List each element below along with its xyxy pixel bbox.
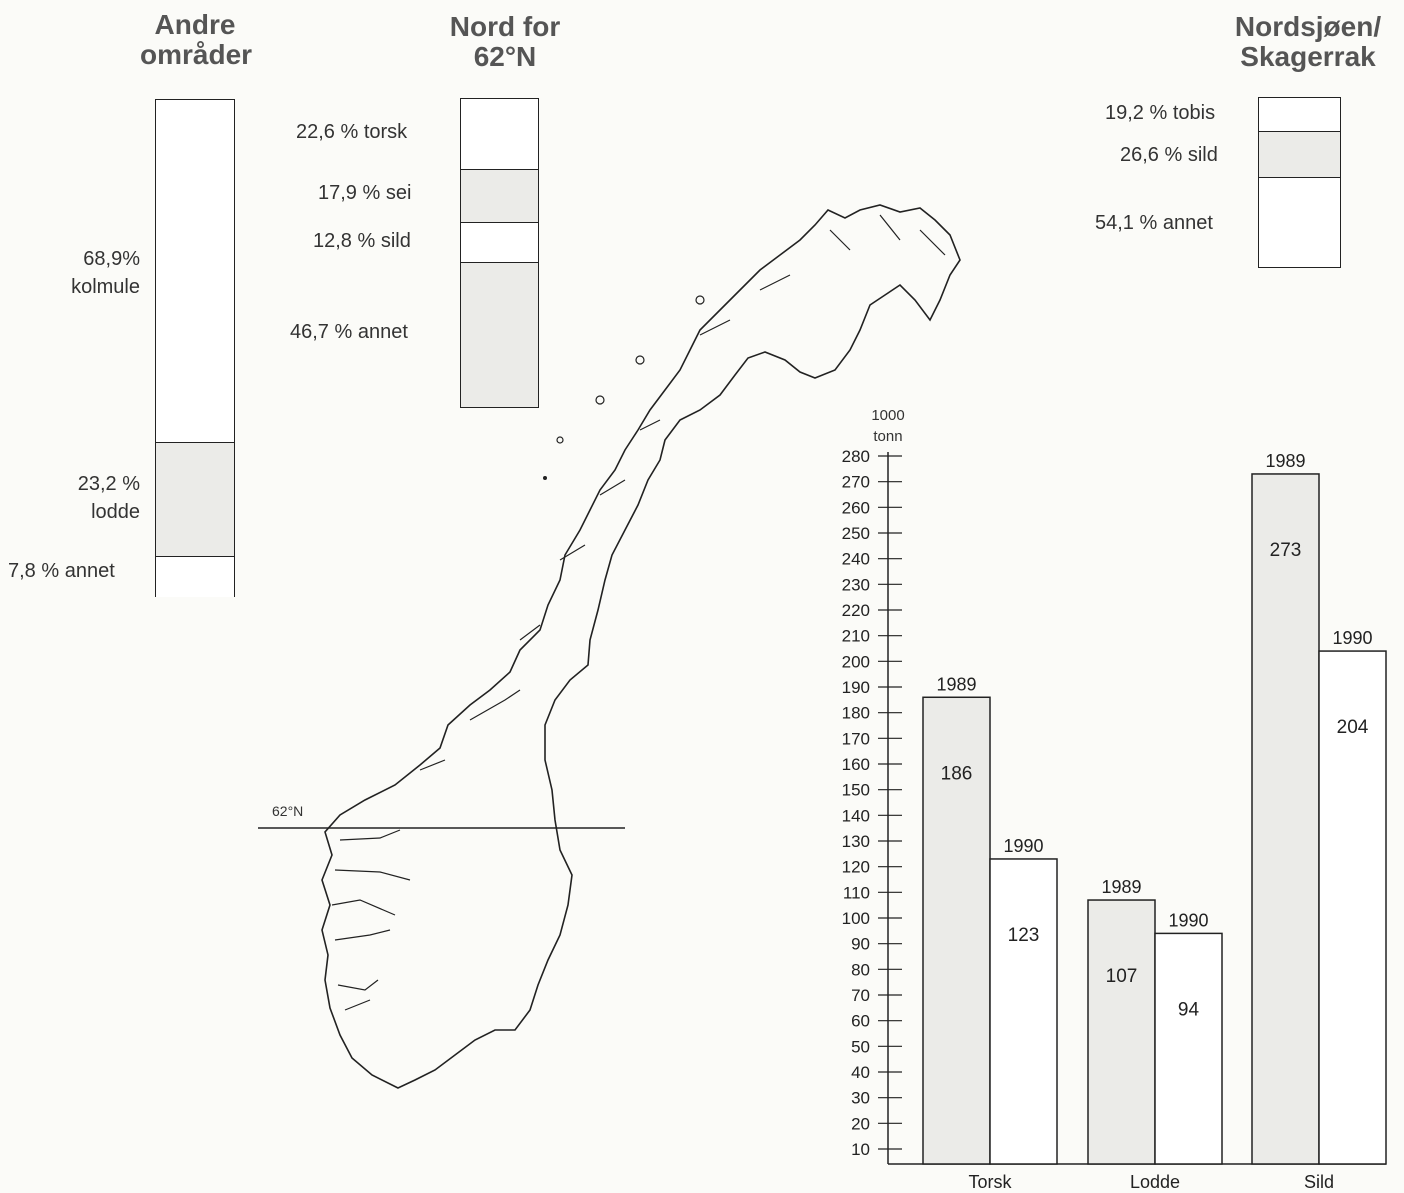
y-tick-label: 230 <box>842 575 870 594</box>
y-tick-label: 250 <box>842 524 870 543</box>
bar-year-label: 1989 <box>1265 451 1305 471</box>
segment-label-tobis: 19,2 % tobis <box>1105 102 1216 124</box>
segment-label-torsk: 22,6 % torsk <box>296 121 408 143</box>
stack-title-andre-omrader: Andre områder <box>140 9 253 70</box>
y-tick-label: 210 <box>842 627 870 646</box>
segment-label-kolmule: 68,9% kolmule <box>71 248 140 298</box>
y-axis-unit-label: tonn <box>873 428 902 445</box>
y-tick-label: 10 <box>851 1140 870 1159</box>
bar-year-label: 1990 <box>1332 628 1372 648</box>
stack-segment <box>156 442 234 556</box>
y-tick-label: 50 <box>851 1037 870 1056</box>
stack-segment <box>461 262 538 407</box>
y-axis-unit-label: 1000 <box>871 407 904 424</box>
y-tick-label: 240 <box>842 550 870 569</box>
y-tick-label: 40 <box>851 1063 870 1082</box>
stack-segment <box>156 100 234 442</box>
y-tick-label: 130 <box>842 832 870 851</box>
y-tick-label: 120 <box>842 858 870 877</box>
fjord-detail <box>331 214 946 1011</box>
latitude-62-label: 62°N <box>272 803 303 819</box>
island-dot <box>695 295 705 305</box>
norway-coastline <box>321 204 961 1089</box>
y-tick-label: 90 <box>851 935 870 954</box>
y-tick-label: 140 <box>842 806 870 825</box>
bar-value-label: 186 <box>941 763 973 784</box>
stack-nord-for-62n <box>460 98 539 408</box>
segment-label-lodde: 23,2 % lodde <box>77 473 140 523</box>
bar-year-label: 1990 <box>1168 910 1208 930</box>
island-dot <box>543 476 547 480</box>
stack-segment <box>1259 177 1340 267</box>
stack-segment <box>156 556 234 597</box>
bar-value-label: 204 <box>1337 717 1369 738</box>
bar-value-label: 273 <box>1270 540 1302 561</box>
bar-value-label: 123 <box>1008 925 1040 946</box>
y-tick-label: 70 <box>851 986 870 1005</box>
bar-1989-lodde <box>1087 899 1156 1165</box>
y-tick-label: 190 <box>842 678 870 697</box>
stack-nordsjoen-skagerrak <box>1258 97 1341 268</box>
stack-title-nordsjoen-skagerrak: Nordsjøen/ Skagerrak <box>1234 11 1382 72</box>
x-category-label: Sild <box>1304 1172 1334 1192</box>
stack-segment <box>1259 131 1340 177</box>
y-tick-label: 260 <box>842 498 870 517</box>
stack-segment <box>1259 98 1340 131</box>
stack-segment <box>461 222 538 262</box>
stack-segment <box>461 99 538 169</box>
y-tick-label: 110 <box>843 883 870 902</box>
stack-title-nord-for-62n: Nord for 62°N <box>449 11 561 72</box>
segment-label-annet: 46,7 % annet <box>290 321 408 343</box>
y-tick-label: 30 <box>851 1089 870 1108</box>
y-tick-label: 20 <box>851 1114 870 1133</box>
y-tick-label: 270 <box>842 473 870 492</box>
y-tick-label: 200 <box>842 652 870 671</box>
y-tick-label: 160 <box>842 755 870 774</box>
y-tick-label: 180 <box>842 704 870 723</box>
y-tick-label: 170 <box>842 729 870 748</box>
bar-1990-torsk <box>989 858 1058 1165</box>
x-category-label: Lodde <box>1130 1172 1180 1192</box>
bar-value-label: 107 <box>1106 966 1138 987</box>
y-tick-label: 100 <box>842 909 870 928</box>
bar-year-label: 1990 <box>1003 836 1043 856</box>
bar-year-label: 1989 <box>1101 877 1141 897</box>
segment-label-sei: 17,9 % sei <box>318 182 412 204</box>
y-tick-label: 80 <box>851 960 870 979</box>
island-dot <box>635 355 645 365</box>
y-tick-label: 60 <box>851 1012 870 1031</box>
bar-1989-torsk <box>922 696 991 1165</box>
stack-segment <box>461 169 538 222</box>
segment-label-annet: 7,8 % annet <box>8 560 115 582</box>
bar-1990-lodde <box>1154 932 1223 1165</box>
bar-year-label: 1989 <box>936 674 976 694</box>
x-category-label: Torsk <box>968 1172 1012 1192</box>
island-dot <box>595 395 605 405</box>
stack-andre-omrader <box>155 99 235 597</box>
y-tick-label: 220 <box>842 601 870 620</box>
segment-label-sild: 12,8 % sild <box>313 230 411 252</box>
segment-label-annet: 54,1 % annet <box>1095 212 1213 234</box>
bar-1989-sild <box>1251 473 1320 1165</box>
bar-value-label: 94 <box>1178 999 1200 1020</box>
segment-label-sild: 26,6 % sild <box>1120 144 1218 166</box>
bar-1990-sild <box>1318 650 1387 1165</box>
y-tick-label: 150 <box>842 781 870 800</box>
y-tick-label: 280 <box>842 447 870 466</box>
island-dot <box>556 436 564 444</box>
